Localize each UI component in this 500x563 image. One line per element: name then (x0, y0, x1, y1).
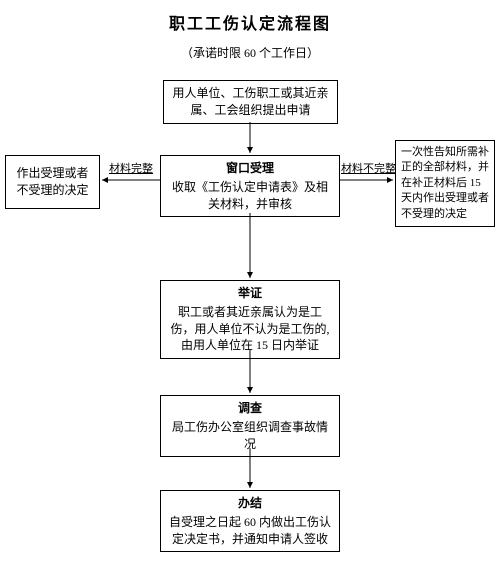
node-proof-body: 职工或者其近亲属认为是工伤，用人单位不认为是工伤的,由用人单位在 15 日内举证 (170, 305, 329, 353)
node-investigate: 调查 局工伤办公室组织调查事故情况 (160, 395, 340, 457)
node-right: 一次性告知所需补正的全部材料，并在补正材料后 15 天内作出受理或者不受理的决定 (395, 140, 495, 227)
node-proof-heading: 举证 (167, 285, 333, 302)
node-window-heading: 窗口受理 (167, 160, 333, 177)
page-subtitle: （承诺时限 60 个工作日） (0, 44, 500, 61)
node-window-body: 收取《工伤认定申请表》及相关材料，并审核 (172, 180, 328, 211)
node-finish: 办结 自受理之日起 60 内做出工伤认定决定书，并通知申请人签收 (160, 490, 340, 552)
node-apply-body: 用人单位、工伤职工或其近亲属、工会组织提出申请 (172, 86, 328, 117)
page-title: 职工工伤认定流程图 (0, 0, 500, 34)
node-finish-body: 自受理之日起 60 内做出工伤认定决定书，并通知申请人签收 (169, 515, 331, 546)
edge-label-incomplete: 材料不完整 (341, 160, 396, 176)
node-left-body: 作出受理或者不受理的决定 (12, 165, 93, 199)
node-investigate-body: 局工伤办公室组织调查事故情况 (172, 420, 328, 451)
node-right-body: 一次性告知所需补正的全部材料，并在补正材料后 15 天内作出受理或者不受理的决定 (401, 146, 489, 220)
node-apply: 用人单位、工伤职工或其近亲属、工会组织提出申请 (163, 80, 338, 124)
node-proof: 举证 职工或者其近亲属认为是工伤，用人单位不认为是工伤的,由用人单位在 15 日… (160, 280, 340, 359)
node-left: 作出受理或者不受理的决定 (5, 155, 100, 209)
node-investigate-heading: 调查 (167, 400, 333, 417)
node-window: 窗口受理 收取《工伤认定申请表》及相关材料，并审核 (160, 155, 340, 217)
edge-label-complete: 材料完整 (109, 160, 153, 176)
node-finish-heading: 办结 (167, 495, 333, 512)
